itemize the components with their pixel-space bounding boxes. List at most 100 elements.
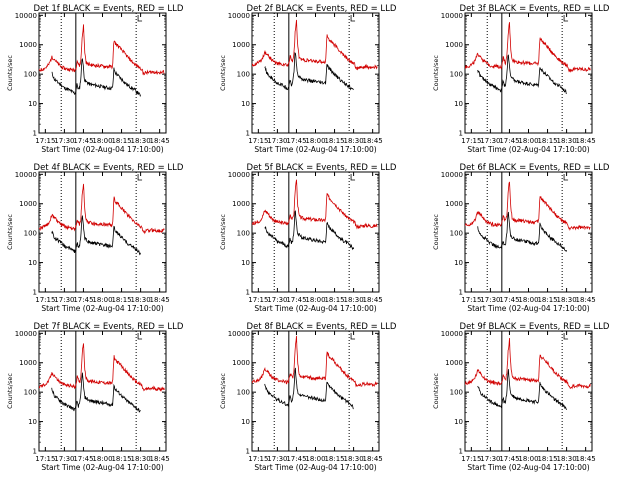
x-tick-label: 18:00 bbox=[305, 455, 325, 463]
x-tick-label: 18:30 bbox=[557, 296, 577, 304]
y-axis-label: Counts/sec bbox=[432, 373, 440, 409]
y-tick-label: 100 bbox=[450, 71, 463, 79]
x-tick-label: 17:30 bbox=[480, 296, 500, 304]
y-axis-label: Counts/sec bbox=[219, 214, 227, 250]
x-tick-label: 17:45 bbox=[286, 296, 306, 304]
x-tick-label: 18:45 bbox=[576, 296, 596, 304]
x-tick-label: 18:15 bbox=[537, 455, 557, 463]
lld-series-line bbox=[252, 19, 378, 71]
y-tick-label: 1 bbox=[459, 448, 463, 456]
x-tick-label: 18:30 bbox=[557, 137, 577, 145]
x-tick-label: 18:00 bbox=[518, 296, 538, 304]
x-tick-label: 17:15 bbox=[461, 137, 481, 145]
y-tick-label: 100 bbox=[237, 71, 250, 79]
x-tick-label: 18:00 bbox=[518, 137, 538, 145]
corner-mark bbox=[563, 15, 569, 22]
panel-det-9: Det 9f BLACK = Events, RED = LLD Counts/s… bbox=[432, 322, 610, 472]
y-tick-label: 1000 bbox=[19, 359, 37, 367]
lld-series-line bbox=[39, 24, 165, 76]
x-axis-label: Start Time (02-Aug-04 17:10:00) bbox=[467, 145, 589, 154]
y-tick-label: 100 bbox=[450, 230, 463, 238]
x-tick-label: 18:00 bbox=[305, 296, 325, 304]
x-tick-label: 18:45 bbox=[363, 296, 383, 304]
lld-series-line bbox=[465, 22, 591, 73]
events-series-line bbox=[477, 54, 567, 95]
plot-frame bbox=[464, 171, 593, 293]
y-tick-label: 10 bbox=[241, 100, 250, 108]
x-tick-label: 18:45 bbox=[363, 455, 383, 463]
y-tick-label: 100 bbox=[24, 230, 37, 238]
x-tick-label: 18:00 bbox=[518, 455, 538, 463]
x-tick-label: 18:30 bbox=[131, 296, 151, 304]
x-axis-label: Start Time (02-Aug-04 17:10:00) bbox=[254, 463, 376, 472]
x-tick-label: 18:15 bbox=[324, 137, 344, 145]
y-tick-label: 10000 bbox=[228, 171, 250, 179]
panel-title: Det 3f BLACK = Events, RED = LLD bbox=[460, 4, 610, 14]
x-tick-label: 17:15 bbox=[35, 137, 55, 145]
x-tick-label: 17:45 bbox=[73, 137, 93, 145]
x-tick-label: 17:45 bbox=[499, 296, 519, 304]
panel-det-4: Det 4f BLACK = Events, RED = LLD Counts/s… bbox=[6, 163, 184, 313]
y-tick-label: 1000 bbox=[445, 41, 463, 49]
lld-series-line bbox=[465, 181, 591, 231]
y-tick-label: 1000 bbox=[232, 41, 250, 49]
y-tick-label: 10000 bbox=[441, 12, 463, 20]
y-tick-label: 1 bbox=[246, 289, 250, 297]
x-tick-label: 18:45 bbox=[576, 137, 596, 145]
x-tick-label: 17:15 bbox=[35, 296, 55, 304]
y-axis-label: Counts/sec bbox=[219, 55, 227, 91]
y-axis-label: Counts/sec bbox=[432, 55, 440, 91]
x-tick-label: 17:15 bbox=[248, 137, 268, 145]
x-tick-label: 18:30 bbox=[344, 296, 364, 304]
x-tick-label: 17:15 bbox=[461, 296, 481, 304]
panel-det-7: Det 7f BLACK = Events, RED = LLD Counts/s… bbox=[6, 322, 184, 472]
x-tick-label: 17:15 bbox=[461, 455, 481, 463]
y-tick-label: 100 bbox=[237, 230, 250, 238]
y-tick-label: 10000 bbox=[228, 330, 250, 338]
y-tick-label: 1000 bbox=[445, 200, 463, 208]
lld-series-line bbox=[39, 343, 165, 392]
x-tick-label: 17:30 bbox=[54, 137, 74, 145]
x-tick-label: 18:45 bbox=[576, 455, 596, 463]
y-tick-label: 10000 bbox=[15, 171, 37, 179]
x-tick-label: 18:30 bbox=[344, 137, 364, 145]
x-tick-label: 17:15 bbox=[248, 455, 268, 463]
corner-mark bbox=[137, 333, 143, 340]
y-tick-label: 10000 bbox=[15, 12, 37, 20]
corner-mark bbox=[137, 15, 143, 22]
y-tick-label: 1 bbox=[33, 130, 37, 138]
events-series-line bbox=[477, 211, 567, 252]
panel-title: Det 1f BLACK = Events, RED = LLD bbox=[34, 4, 184, 14]
y-tick-label: 1000 bbox=[19, 41, 37, 49]
lld-series-line bbox=[252, 179, 378, 230]
x-tick-label: 17:30 bbox=[480, 455, 500, 463]
x-axis-label: Start Time (02-Aug-04 17:10:00) bbox=[467, 304, 589, 313]
panel-title: Det 5f BLACK = Events, RED = LLD bbox=[247, 163, 397, 173]
x-tick-label: 17:15 bbox=[248, 296, 268, 304]
x-tick-label: 18:45 bbox=[150, 455, 170, 463]
lld-series-line bbox=[465, 337, 591, 390]
events-series-line bbox=[264, 210, 354, 251]
plot-frame bbox=[251, 12, 380, 134]
plot-frame bbox=[251, 330, 380, 452]
y-tick-label: 100 bbox=[237, 389, 250, 397]
events-series-line bbox=[264, 52, 354, 91]
panel-det-5: Det 5f BLACK = Events, RED = LLD Counts/s… bbox=[219, 163, 397, 313]
x-axis-label: Start Time (02-Aug-04 17:10:00) bbox=[41, 463, 163, 472]
plot-frame bbox=[38, 330, 167, 452]
y-tick-label: 10 bbox=[454, 259, 463, 267]
panel-title: Det 8f BLACK = Events, RED = LLD bbox=[247, 322, 397, 332]
x-tick-label: 18:15 bbox=[324, 455, 344, 463]
x-tick-label: 18:15 bbox=[537, 137, 557, 145]
x-tick-label: 18:15 bbox=[324, 296, 344, 304]
x-tick-label: 18:15 bbox=[537, 296, 557, 304]
y-tick-label: 10000 bbox=[15, 330, 37, 338]
x-tick-label: 18:00 bbox=[92, 296, 112, 304]
y-axis-label: Counts/sec bbox=[432, 214, 440, 250]
x-tick-label: 18:30 bbox=[557, 455, 577, 463]
y-tick-label: 10000 bbox=[441, 171, 463, 179]
y-tick-label: 100 bbox=[450, 389, 463, 397]
corner-mark bbox=[563, 174, 569, 181]
panel-det-1: Det 1f BLACK = Events, RED = LLD Counts/s… bbox=[6, 4, 184, 154]
